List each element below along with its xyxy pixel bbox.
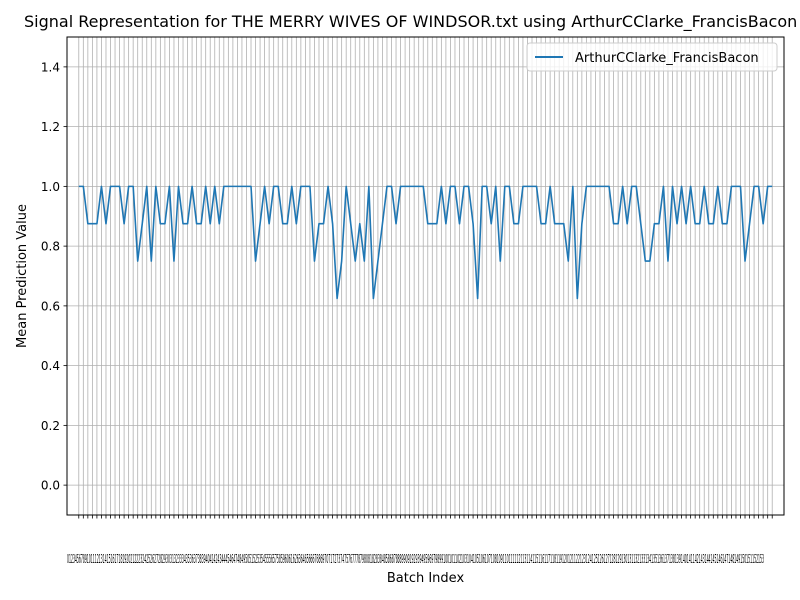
x-tick-labels: 0123456789101112131415161718192021222324… [67,552,764,566]
x-axis [78,515,773,519]
y-tick-label: 0.0 [41,479,60,493]
legend-box [526,42,778,72]
y-grid [67,66,784,486]
y-axis: 0.0 0.2 0.4 0.6 0.8 1.0 1.2 1.4 [41,60,67,493]
y-tick-label: 0.8 [41,240,60,254]
y-tick-label: 0.4 [41,359,60,373]
y-tick-label: 1.4 [41,60,60,74]
legend: ArthurCClarke_FrancisBacon [526,42,778,72]
legend-label: ArthurCClarke_FrancisBacon [575,51,759,66]
x-grid [78,37,773,515]
y-tick-label: 1.2 [41,120,60,134]
y-tick-label: 1.0 [41,180,60,194]
series-line [78,185,773,300]
y-tick-label: 0.2 [41,419,60,433]
x-axis-label: Batch Index [387,571,465,586]
series-layer [78,185,773,300]
y-axis-label: Mean Prediction Value [15,204,30,348]
plot-frame [66,36,785,516]
chart-title: Signal Representation for THE MERRY WIVE… [24,12,797,32]
y-tick-label: 0.6 [41,299,60,313]
